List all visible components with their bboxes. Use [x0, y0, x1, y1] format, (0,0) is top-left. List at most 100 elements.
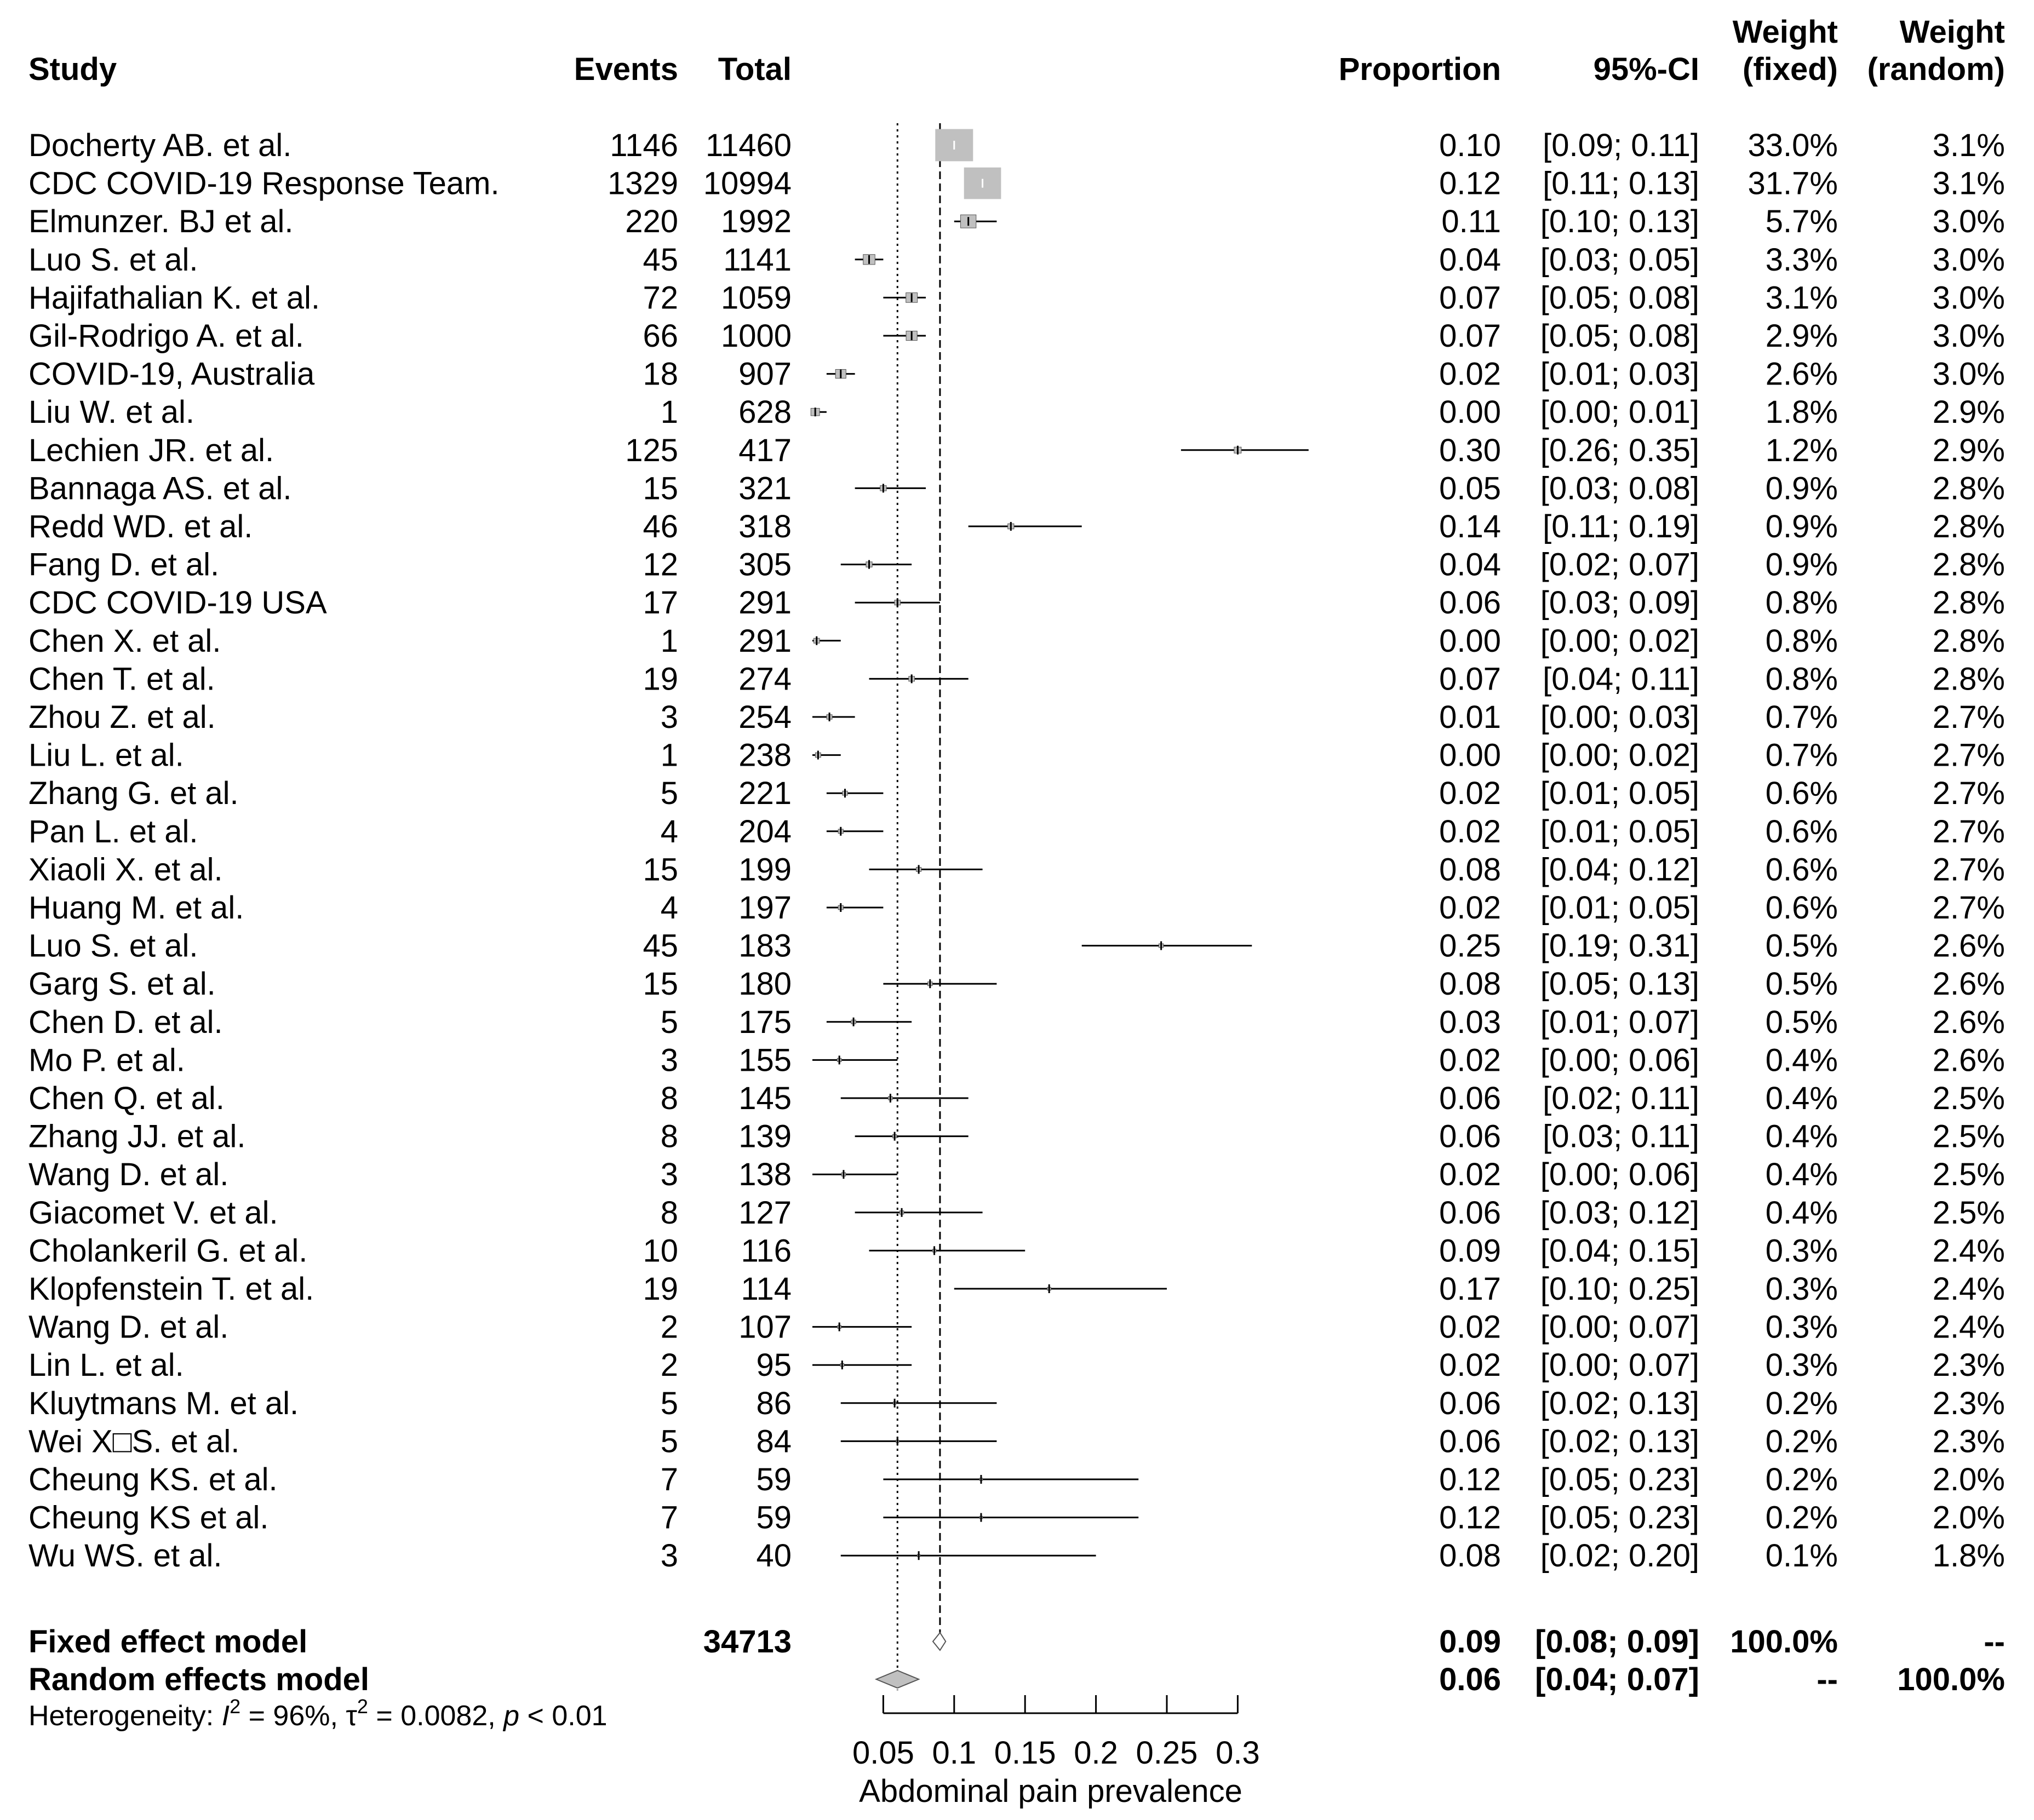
study-proportion: 0.05	[1439, 470, 1501, 506]
study-proportion: 0.30	[1439, 433, 1501, 468]
study-name: Bannaga AS. et al.	[28, 470, 291, 506]
study-ci: [0.01; 0.05]	[1540, 776, 1699, 811]
study-proportion: 0.12	[1439, 166, 1501, 202]
study-name: Zhang G. et al.	[28, 776, 239, 811]
study-ci: [0.04; 0.15]	[1540, 1233, 1699, 1268]
header-weight-random-line1: Weight	[1900, 14, 2005, 50]
study-proportion: 0.00	[1439, 738, 1501, 773]
study-total: 11460	[706, 128, 792, 163]
x-axis: Abdominal pain prevalence 0.05 0.1 0.15 0.2…	[852, 1695, 1260, 1809]
study-events: 4	[661, 814, 678, 849]
study-events: 7	[661, 1462, 678, 1497]
study-weight-fixed: 0.5%	[1766, 928, 1838, 964]
study-total: 1000	[721, 318, 792, 354]
study-row: CDC COVID-19 USA 17 291 0.06 [0.03; 0.09] 0.8…	[28, 585, 2005, 621]
table-header: Study Events Total Proportion 95%-CI Wei…	[28, 14, 2005, 87]
study-ci: [0.00; 0.07]	[1540, 1347, 1699, 1383]
study-events: 19	[643, 1271, 678, 1307]
study-events: 3	[661, 699, 678, 735]
study-weight-fixed: 0.3%	[1766, 1347, 1838, 1383]
study-ci: [0.03; 0.09]	[1540, 585, 1699, 621]
study-ci: [0.00; 0.06]	[1540, 1157, 1699, 1192]
study-proportion: 0.02	[1439, 357, 1501, 392]
het-i2-sup: 2	[230, 1695, 240, 1718]
study-ci: [0.02; 0.13]	[1540, 1423, 1699, 1459]
het-i2-symbol: I	[222, 1700, 230, 1732]
study-weight-fixed: 0.6%	[1766, 776, 1838, 811]
study-row: Chen Q. et al. 8 145 0.06 [0.02; 0.11] 0.4% 2.…	[28, 1081, 2005, 1116]
study-events: 125	[625, 433, 678, 468]
study-ci: [0.02; 0.20]	[1540, 1538, 1699, 1574]
header-ci: 95%-CI	[1594, 51, 1699, 87]
study-name: Chen X. et al.	[28, 623, 221, 659]
het-i2-value: = 96%,	[240, 1700, 346, 1732]
study-row: Hajifathalian K. et al. 72 1059 0.07 [0.05; …	[28, 280, 2005, 315]
study-weight-fixed: 0.7%	[1766, 699, 1838, 735]
study-weight-fixed: 0.6%	[1766, 814, 1838, 849]
study-ci: [0.05; 0.23]	[1540, 1462, 1699, 1497]
study-proportion: 0.07	[1439, 318, 1501, 354]
study-total: 321	[738, 470, 792, 506]
study-name: Docherty AB. et al.	[28, 128, 291, 163]
study-proportion: 0.03	[1439, 1004, 1501, 1040]
study-weight-fixed: 0.4%	[1766, 1081, 1838, 1116]
study-weight-fixed: 0.6%	[1766, 890, 1838, 926]
study-row: Xiaoli X. et al. 15 199 0.08 [0.04; 0.12] 0.6…	[28, 852, 2005, 887]
study-proportion: 0.02	[1439, 814, 1501, 849]
study-proportion: 0.06	[1439, 1119, 1501, 1155]
study-weight-random: 3.0%	[1933, 242, 2005, 278]
study-weight-random: 3.1%	[1933, 166, 2005, 202]
study-proportion: 0.02	[1439, 1347, 1501, 1383]
study-ci: [0.01; 0.05]	[1540, 814, 1699, 849]
study-total: 305	[738, 547, 792, 583]
study-ci: [0.10; 0.25]	[1540, 1271, 1699, 1307]
study-events: 5	[661, 1386, 678, 1421]
study-ci: [0.11; 0.19]	[1543, 509, 1699, 544]
study-row: Wei X□S. et al. 5 84 0.06 [0.02; 0.13] 0.2% 2.…	[28, 1423, 2005, 1459]
study-ci: [0.00; 0.07]	[1540, 1310, 1699, 1345]
header-events: Events	[574, 51, 678, 87]
fixed-model-proportion: 0.09	[1439, 1624, 1501, 1660]
study-proportion: 0.06	[1439, 1423, 1501, 1459]
study-name: Zhou Z. et al.	[28, 699, 216, 735]
study-weight-fixed: 0.4%	[1766, 1157, 1838, 1192]
study-events: 2	[661, 1347, 678, 1383]
study-weight-fixed: 0.4%	[1766, 1119, 1838, 1155]
study-proportion: 0.09	[1439, 1233, 1501, 1268]
study-row: Zhou Z. et al. 3 254 0.01 [0.00; 0.03] 0.7% 2.…	[28, 699, 2005, 735]
study-total: 116	[741, 1233, 792, 1268]
study-total: 274	[738, 661, 792, 697]
study-ci: [0.04; 0.11]	[1543, 661, 1699, 697]
study-ci: [0.05; 0.08]	[1540, 318, 1699, 354]
study-weight-random: 2.6%	[1933, 1004, 2005, 1040]
random-model-proportion: 0.06	[1439, 1662, 1501, 1697]
study-name: Luo S. et al.	[28, 242, 198, 278]
study-total: 107	[738, 1310, 792, 1345]
study-weight-random: 2.6%	[1933, 928, 2005, 964]
study-row: Wu WS. et al. 3 40 0.08 [0.02; 0.20] 0.1% 1.8%	[28, 1538, 2005, 1574]
study-events: 7	[661, 1500, 678, 1536]
study-weight-fixed: 0.6%	[1766, 852, 1838, 887]
study-weight-random: 2.3%	[1933, 1423, 2005, 1459]
study-events: 1	[661, 738, 678, 773]
study-proportion: 0.02	[1439, 1310, 1501, 1345]
study-name: Luo S. et al.	[28, 928, 198, 964]
study-ci: [0.19; 0.31]	[1540, 928, 1699, 964]
header-weight-fixed-line1: Weight	[1733, 14, 1838, 50]
study-ci: [0.03; 0.11]	[1543, 1119, 1699, 1155]
study-weight-random: 2.8%	[1933, 585, 2005, 621]
study-events: 1	[661, 394, 678, 430]
study-total: 175	[738, 1004, 792, 1040]
study-row: CDC COVID-19 Response Team. 1329 10994 0.12…	[28, 166, 2005, 202]
study-weight-random: 2.0%	[1933, 1500, 2005, 1536]
random-model-label: Random effects model	[28, 1662, 369, 1697]
study-name: Chen Q. et al.	[28, 1081, 225, 1116]
study-events: 1146	[610, 128, 678, 163]
study-weight-random: 2.4%	[1933, 1233, 2005, 1268]
study-ci: [0.01; 0.03]	[1540, 357, 1699, 392]
study-ci: [0.03; 0.05]	[1540, 242, 1699, 278]
study-proportion: 0.14	[1439, 509, 1501, 544]
study-name: Wu WS. et al.	[28, 1538, 222, 1574]
study-events: 18	[643, 357, 678, 392]
study-weight-random: 2.5%	[1933, 1195, 2005, 1231]
